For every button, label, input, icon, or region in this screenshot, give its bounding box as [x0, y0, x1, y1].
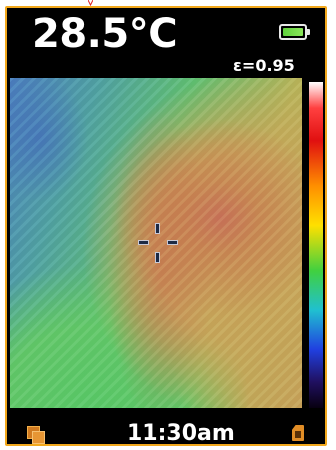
gallery-icon[interactable] — [27, 426, 45, 444]
battery-icon — [279, 24, 310, 40]
thermal-texture — [10, 78, 302, 408]
clock-time: 11:30am — [127, 421, 235, 446]
crosshair-top — [155, 223, 160, 234]
battery-level-fill — [283, 28, 303, 36]
crosshair-right — [167, 240, 178, 245]
thermal-camera-screen: 28.5°C ε=0.95 11:30am — [5, 6, 327, 446]
emissivity-value: ε=0.95 — [233, 56, 295, 75]
crosshair-icon — [138, 223, 178, 263]
spot-temperature: 28.5°C — [32, 11, 178, 57]
sd-card-icon — [292, 425, 304, 441]
gallery-icon-front — [32, 431, 45, 444]
red-mark-icon — [88, 0, 93, 6]
crosshair-left — [138, 240, 149, 245]
crosshair-bottom — [155, 252, 160, 263]
thermal-image — [10, 78, 302, 408]
thermal-heat-overlay — [10, 78, 302, 408]
temperature-color-scale — [309, 82, 323, 408]
